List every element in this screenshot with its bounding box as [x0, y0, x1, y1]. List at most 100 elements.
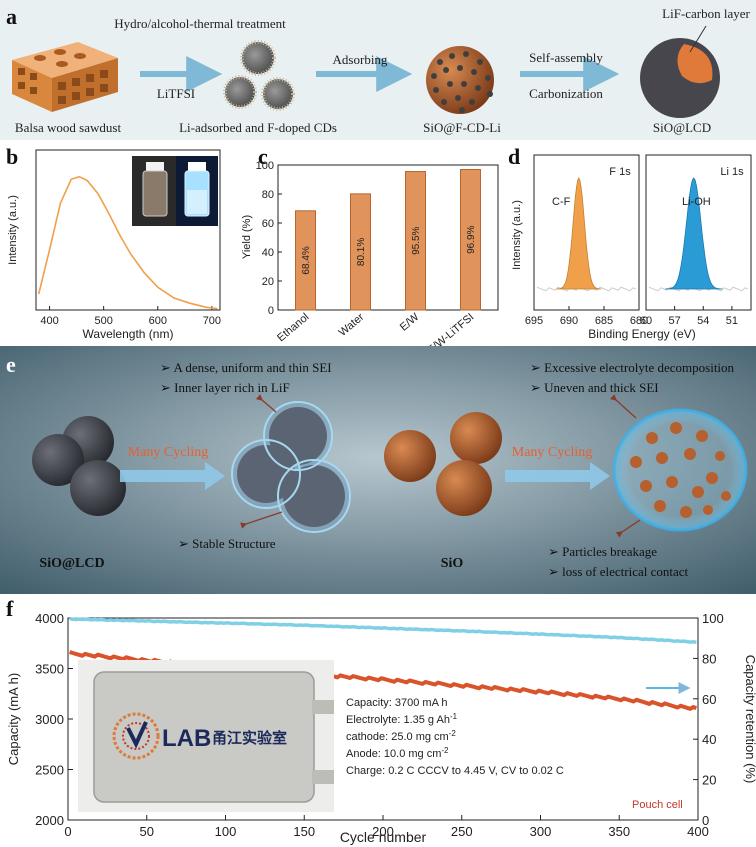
bullet-text: A dense, uniform and thin SEI	[173, 360, 331, 375]
left-cycling-text: Many Cycling	[128, 445, 209, 460]
panel-b-letter: b	[6, 144, 18, 169]
f-y2-ticks: 0 20 40 60 80 100	[693, 611, 724, 828]
f-x-tick-label: 350	[608, 824, 630, 839]
c-ylabel: Yield (%)	[241, 215, 253, 259]
f-y2-tick-label: 40	[702, 732, 716, 747]
d1-title: F 1s	[609, 166, 631, 178]
d1-x-ticks: 695 690 685 680	[525, 306, 648, 327]
b-xlabel: Wavelength (nm)	[83, 327, 174, 341]
c-bar-value-label: 95.5%	[411, 226, 422, 254]
bullet-glyph: ➢	[178, 536, 192, 551]
c-bar-value-label: 80.1%	[356, 238, 367, 266]
c-y-tick-label: 80	[262, 189, 274, 201]
c-bar	[460, 168, 481, 311]
sio-f-cd-li-sphere	[426, 46, 494, 114]
spec-charge: Charge: 0.2 C CCCV to 4.45 V, CV to 0.02…	[346, 765, 564, 777]
f-y-tick-label: 3500	[35, 662, 64, 677]
caption-wood: Balsa wood sawdust	[15, 120, 122, 135]
c-bar	[295, 210, 316, 311]
b-x-tick-label: 400	[40, 315, 58, 327]
spec-cathode-sup: -2	[449, 729, 457, 738]
step3-top: Self-assembly	[529, 50, 603, 65]
d2-title: Li 1s	[720, 166, 744, 178]
sei-pointer	[609, 394, 637, 419]
sio-particles	[384, 412, 502, 516]
layer-pointer	[689, 25, 707, 53]
c-bar-value-label: 68.4%	[301, 246, 312, 274]
spec-capacity: Capacity: 3700 mA h	[346, 697, 448, 709]
f-x-tick-label: 400	[687, 824, 709, 839]
c-y-tick-label: 60	[262, 218, 274, 230]
balsa-wood-block	[12, 42, 118, 112]
c-category-label: Ethanol	[275, 311, 311, 344]
spec-electrolyte: Electrolyte: 1.35 g Ah-1	[346, 712, 458, 726]
pouch-cell-label: Pouch cell	[632, 799, 683, 811]
d1-x-tick-label: 680	[630, 315, 648, 327]
layer-label: LiF-carbon layer	[662, 6, 750, 21]
lif-pointer	[255, 394, 277, 413]
plot-b-frame	[35, 149, 221, 311]
d1-x-tick-label: 685	[595, 315, 613, 327]
lab-text: LAB	[162, 725, 211, 752]
c-category-label: E/W	[398, 311, 422, 334]
c-category-label: Water	[337, 311, 367, 339]
panel-f: f 0 50 100 150 200 250 300 350 400 2000250030003…	[6, 596, 756, 845]
caption-cds: Li-adsorbed and F-doped CDs	[179, 120, 337, 135]
f-x-tick-label: 200	[372, 824, 394, 839]
spec-cathode-text: cathode: 25.0 mg cm	[346, 731, 449, 743]
c-y-tick-label: 100	[256, 160, 274, 172]
f-y2-tick-label: 60	[702, 692, 716, 707]
sio-lcd-particle	[640, 38, 720, 118]
f-x-tick-label: 100	[215, 824, 237, 839]
lab-logo-icon	[112, 712, 160, 760]
f-y2-tick-label: 0	[702, 813, 709, 828]
sio-lcd-particles	[32, 416, 126, 516]
d2-baseline	[648, 286, 749, 292]
bullet-glyph: ➢	[548, 564, 562, 579]
f-retention-curve	[69, 616, 697, 645]
f-y2-tick-label: 100	[702, 611, 724, 626]
right-bottom-bullet-1: ➢ Particles breakage	[548, 544, 657, 559]
bullet-glyph: ➢	[160, 380, 174, 395]
c-y-tick-label: 0	[268, 305, 274, 317]
b-emission-curve	[37, 175, 218, 310]
d2-peak-label: Li-OH	[682, 196, 711, 208]
pouch-cell-photo: LAB 甬江实验室	[78, 660, 334, 812]
f-y2-tick-label: 20	[702, 773, 716, 788]
carbon-dots	[223, 40, 295, 111]
step3-bottom: Carbonization	[529, 86, 603, 101]
step1-bottom: LiTFSI	[157, 86, 195, 101]
bullet-glyph: ➢	[530, 380, 544, 395]
d1-peak-label: C-F	[552, 196, 571, 208]
f-y-tick-label: 2500	[35, 763, 64, 778]
f-y2-tick-label: 80	[702, 651, 716, 666]
bullet-text: Stable Structure	[192, 536, 276, 551]
f-y-tick-label: 2000	[35, 813, 64, 828]
right-bullet-2: ➢ Uneven and thick SEI	[530, 380, 659, 395]
right-bullet-1: ➢ Excessive electrolyte decomposition	[530, 360, 735, 375]
bullet-glyph: ➢	[530, 360, 544, 375]
d1-x-tick-label: 690	[560, 315, 578, 327]
f-x-tick-label: 250	[451, 824, 473, 839]
panel-d-letter: d	[508, 144, 520, 169]
right-bottom-bullet-2: ➢ loss of electrical contact	[548, 564, 689, 579]
d-xlabel: Binding Energy (eV)	[588, 327, 695, 341]
left-bullet-2: ➢ Inner layer rich in LiF	[160, 380, 290, 395]
caption-sio-lcd: SiO@LCD	[653, 120, 711, 135]
f-xlabel: Cycle number	[340, 829, 427, 845]
caption-sio-f: SiO@F-CD-Li	[423, 120, 501, 135]
c-bars: 68.4%Ethanol80.1%Water95.5%E/W96.9%E/W-L…	[275, 168, 481, 357]
d1-baseline	[536, 286, 637, 292]
panel-e-letter: e	[6, 352, 16, 377]
c-y-tick-label: 20	[262, 276, 274, 288]
bullet-text: Particles breakage	[562, 544, 657, 559]
plot-d2-frame	[645, 154, 752, 311]
d1-cf-peak	[556, 177, 602, 290]
d2-x-tick-label: 54	[697, 315, 709, 327]
f-y2label: Capacity retention (%)	[743, 655, 756, 784]
bullet-glyph: ➢	[160, 360, 173, 375]
spec-electrolyte-sup: -1	[450, 712, 458, 721]
c-y-ticks: 0 20 40 60 80 100	[256, 160, 282, 317]
d2-x-ticks: 60 57 54 51	[640, 306, 738, 327]
step2-label: Adsorbing	[333, 52, 388, 67]
